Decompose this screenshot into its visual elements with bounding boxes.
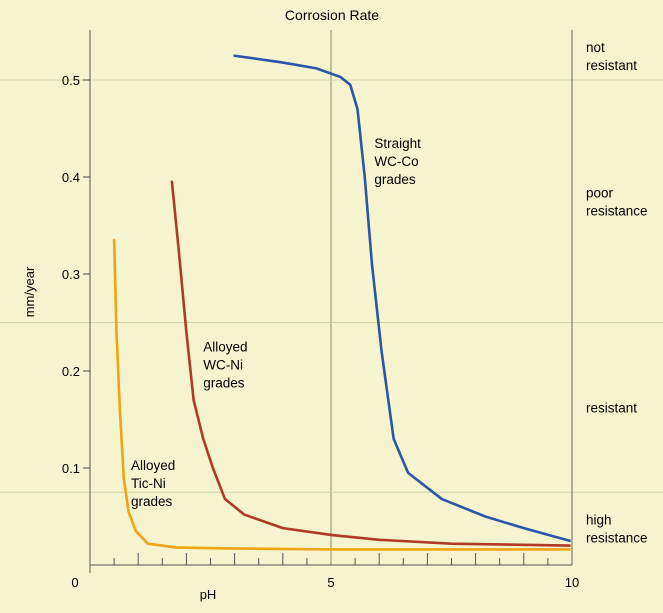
zone-label-line: resistant <box>586 58 637 73</box>
x-tick-label-1: 5 <box>327 575 334 590</box>
y-tick-label-1: 0.2 <box>62 364 80 379</box>
y-tick-label-3: 0.4 <box>62 170 80 185</box>
series-label-line: grades <box>374 172 416 187</box>
series-label-line: Alloyed <box>131 458 175 473</box>
series-label-line: Alloyed <box>203 340 247 355</box>
series-label-2: Alloyed Tic-Ni grades <box>131 458 175 509</box>
x-tick-label-0: 0 <box>71 575 78 590</box>
series-label-line: WC-Ni <box>203 358 243 373</box>
x-tick-label-2: 10 <box>565 575 579 590</box>
zone-label-1: poor resistance <box>586 185 648 218</box>
zone-label-line: poor <box>586 185 614 200</box>
zone-label-0: not resistant <box>586 40 637 73</box>
zone-label-line: resistance <box>586 203 648 218</box>
series-label-0: Straight WC-Co grades <box>374 136 421 187</box>
series-label-line: WC-Co <box>374 154 418 169</box>
series-line-2 <box>112 238 571 551</box>
series-line-0 <box>233 54 571 543</box>
series-label-line: grades <box>131 494 173 509</box>
zone-label-line: resistant <box>586 400 637 415</box>
data-series <box>112 54 571 551</box>
series-label-1: Alloyed WC-Ni grades <box>203 340 247 391</box>
resistance-zones: not resistant poor resistance resistant high r… <box>586 40 648 546</box>
axes: 0.1 0.2 0.3 0.4 0.5 0 5 10 <box>62 30 579 590</box>
y-tick-label-2: 0.3 <box>62 267 80 282</box>
zone-label-3: high resistance <box>586 513 648 546</box>
series-label-line: Tic-Ni <box>131 476 166 491</box>
series-label-line: Straight <box>374 136 421 151</box>
zone-label-2: resistant <box>586 400 637 415</box>
zone-label-line: resistance <box>586 531 648 546</box>
y-tick-label-0: 0.1 <box>62 461 80 476</box>
chart-title: Corrosion Rate <box>285 7 379 23</box>
series-line-1 <box>170 180 571 547</box>
y-axis-label: mm/year <box>22 266 37 317</box>
x-axis-label: pH <box>200 587 217 602</box>
zone-label-line: high <box>586 513 612 528</box>
series-label-line: grades <box>203 376 245 391</box>
y-tick-label-4: 0.5 <box>62 73 80 88</box>
zone-label-line: not <box>586 40 605 55</box>
